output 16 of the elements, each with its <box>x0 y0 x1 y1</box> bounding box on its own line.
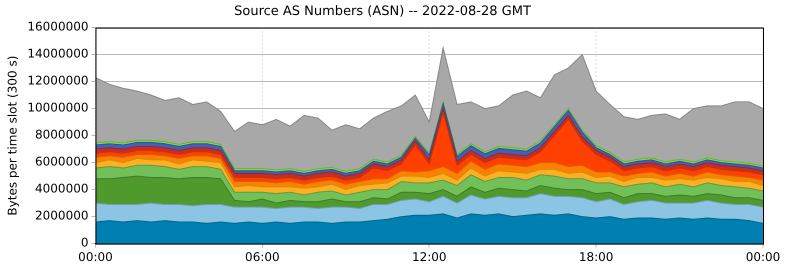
x-tick-label: 06:00 <box>245 250 280 264</box>
x-tick-label: 00:00 <box>746 250 780 264</box>
y-tick-label: 6000000 <box>35 154 88 169</box>
x-tick-label: 18:00 <box>578 250 614 264</box>
x-tick-label: 12:00 <box>412 250 447 264</box>
y-tick-label: 10000000 <box>27 100 88 115</box>
x-tick-label: 00:00 <box>78 250 113 264</box>
y-tick-label: 12000000 <box>27 74 88 88</box>
y-tick-label: 0 <box>80 236 88 250</box>
y-tick-label: 8000000 <box>35 128 88 142</box>
y-tick-label: 14000000 <box>27 46 88 61</box>
y-tick-label: 2000000 <box>35 208 88 223</box>
y-axis-title: Bytes per time slot (300 s) <box>5 56 20 216</box>
y-tick-label: 16000000 <box>27 20 88 34</box>
chart-title: Source AS Numbers (ASN) -- 2022-08-28 GMT <box>234 4 531 20</box>
y-tick-label: 4000000 <box>35 182 88 196</box>
